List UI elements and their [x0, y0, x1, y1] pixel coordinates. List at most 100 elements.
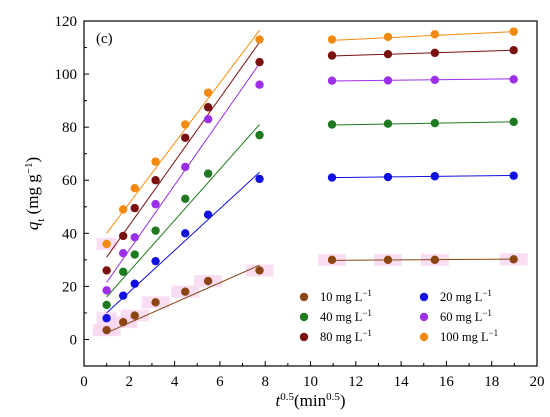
- data-point: [430, 75, 440, 85]
- legend: 10 mg L−1 20 mg L−1 40 mg L−1 60 mg L−1 80 m…: [299, 288, 498, 344]
- fit-line-stage1: [106, 29, 260, 234]
- y-tick-label: 60: [62, 173, 77, 189]
- fit-line-stage2: [332, 78, 514, 82]
- fit-line-stage2: [332, 258, 514, 261]
- data-point: [509, 75, 518, 84]
- x-axis-label: t0.5(min0.5): [275, 391, 345, 410]
- data-point: [383, 76, 393, 85]
- data-point: [255, 80, 264, 89]
- x-tick-label: 6: [216, 374, 224, 390]
- x-tick-label: 10: [303, 374, 318, 390]
- legend-marker: [419, 312, 429, 322]
- data-point: [327, 173, 337, 182]
- data-point: [102, 286, 111, 295]
- data-point: [255, 266, 264, 275]
- data-point: [151, 199, 160, 209]
- x-tick-label: 18: [484, 374, 499, 390]
- x-tick-label: 2: [126, 374, 134, 390]
- data-point: [430, 30, 440, 39]
- data-point: [118, 231, 128, 241]
- data-point: [130, 279, 139, 288]
- data-point: [118, 318, 128, 327]
- data-point: [102, 239, 111, 249]
- data-point: [102, 325, 111, 335]
- data-point: [130, 250, 139, 259]
- data-point: [255, 174, 264, 184]
- data-points: [102, 27, 518, 335]
- fit-line-stage2: [332, 49, 514, 57]
- data-point: [383, 255, 393, 265]
- legend-marker: [299, 312, 309, 322]
- x-tick-label: 8: [261, 374, 269, 390]
- data-point: [327, 35, 337, 44]
- data-point: [118, 267, 128, 276]
- data-point: [327, 51, 337, 60]
- data-point: [181, 162, 190, 172]
- data-point: [102, 266, 111, 275]
- data-point: [327, 76, 337, 85]
- y-axis-ticks: 0 20 40 60 80 100 120: [55, 14, 89, 348]
- data-point: [255, 130, 264, 140]
- data-point: [430, 118, 440, 128]
- data-point: [383, 32, 393, 42]
- data-point: [255, 57, 264, 67]
- data-point: [255, 35, 264, 44]
- legend-marker: [299, 332, 309, 342]
- legend-marker: [299, 292, 309, 302]
- fit-line-stage1: [106, 124, 260, 298]
- x-tick-label: 20: [530, 374, 545, 390]
- y-tick-label: 20: [62, 279, 77, 295]
- data-point: [203, 210, 213, 219]
- data-point: [151, 298, 160, 307]
- data-point: [509, 117, 518, 127]
- data-point: [203, 169, 213, 178]
- y-axis-label: qt (mg g−1): [23, 157, 47, 230]
- data-point: [151, 226, 160, 235]
- panel-label: (c): [96, 31, 113, 47]
- data-point: [130, 233, 139, 242]
- data-point: [327, 120, 337, 129]
- data-point: [181, 229, 190, 238]
- x-axis-ticks: 0 2 4 6 8 10 12 14 16 18 20: [80, 361, 545, 390]
- fit-line-stage1: [106, 41, 260, 258]
- legend-label: 40 mg L−1: [320, 308, 372, 324]
- data-point: [509, 45, 518, 55]
- x-tick-label: 16: [439, 374, 455, 390]
- legend-label: 10 mg L−1: [320, 288, 372, 304]
- y-tick-label: 80: [62, 120, 77, 136]
- data-point: [181, 287, 190, 296]
- data-point: [181, 120, 190, 129]
- data-point: [203, 114, 213, 124]
- legend-label: 80 mg L−1: [320, 328, 372, 344]
- fit-line-stage2: [331, 31, 514, 41]
- data-point: [203, 88, 213, 97]
- data-point: [130, 183, 139, 193]
- data-point: [181, 133, 190, 142]
- data-point: [383, 119, 393, 128]
- data-point: [118, 249, 128, 258]
- fit-line-stage1: [106, 264, 260, 334]
- legend-marker: [419, 332, 429, 342]
- data-point: [327, 255, 337, 265]
- data-point: [151, 157, 160, 166]
- data-point: [181, 194, 190, 204]
- y-tick-label: 40: [62, 226, 77, 242]
- data-point: [151, 256, 160, 266]
- data-point: [118, 205, 128, 214]
- legend-label: 20 mg L−1: [440, 288, 492, 304]
- fit-line-stage2: [332, 174, 514, 179]
- data-point: [118, 291, 128, 300]
- data-point: [130, 311, 139, 320]
- data-point: [102, 314, 111, 323]
- legend-label: 60 mg L−1: [440, 308, 492, 324]
- data-point: [203, 276, 213, 286]
- data-point: [430, 172, 440, 181]
- fit-lines: [106, 29, 514, 334]
- fit-line-stage1: [106, 63, 260, 283]
- y-tick-label: 120: [55, 14, 78, 30]
- x-tick-label: 12: [348, 374, 363, 390]
- x-tick-label: 14: [394, 374, 410, 390]
- x-tick-label: 4: [171, 374, 179, 390]
- data-point: [509, 255, 518, 264]
